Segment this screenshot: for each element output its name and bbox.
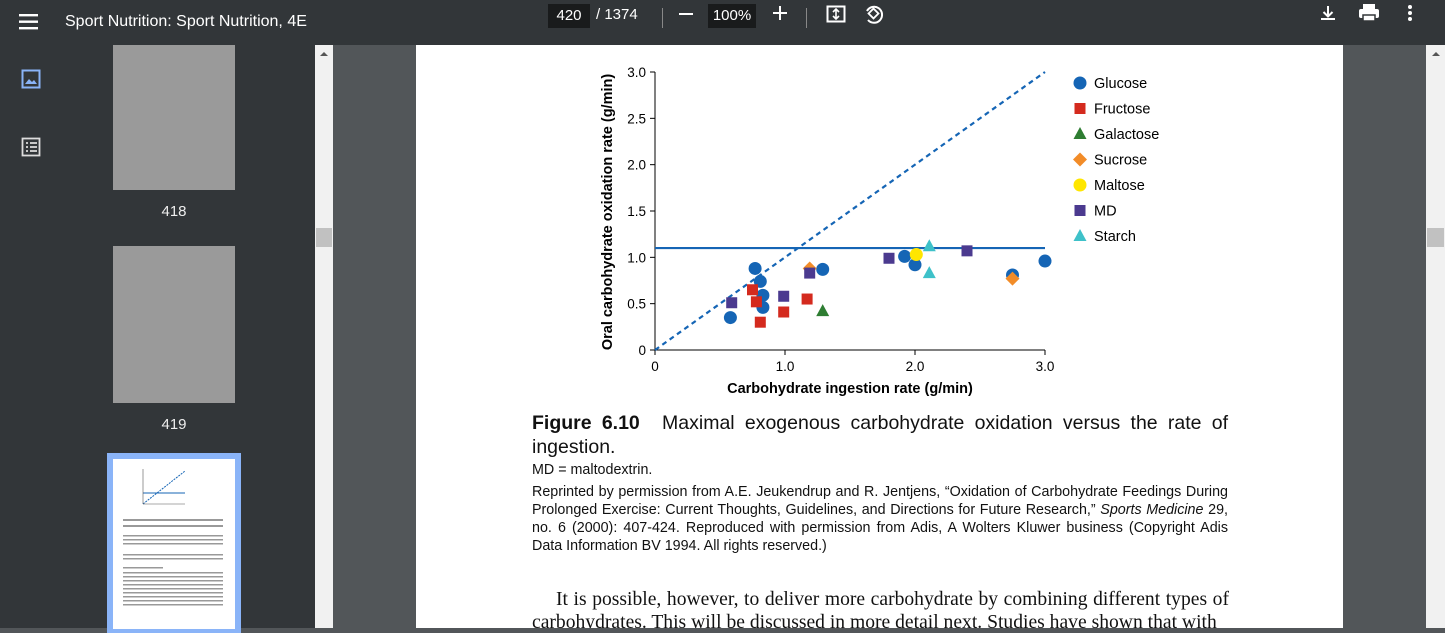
data-point	[747, 284, 758, 296]
thumbnail-preview	[123, 469, 223, 606]
figure-caption: Figure 6.10 Maximal exogenous carbohydra…	[532, 411, 1228, 459]
y-tick-label: 1.5	[627, 204, 646, 219]
legend-marker	[1074, 205, 1086, 216]
figure-title: Maximal exogenous carbohydrate oxidation…	[532, 412, 1228, 458]
y-tick-label: 2.5	[627, 111, 646, 126]
scroll-up[interactable]	[1431, 50, 1441, 58]
thumbnails-tab[interactable]	[21, 69, 41, 89]
data-point	[961, 245, 973, 257]
document-title: Sport Nutrition: Sport Nutrition, 4E	[65, 13, 307, 30]
page-thumbnail[interactable]	[113, 45, 235, 190]
scrollbar-thumb[interactable]	[316, 228, 332, 247]
legend-label: MD	[1094, 204, 1117, 220]
figure-label: Figure 6.10	[532, 412, 640, 434]
x-tick-label: 3.0	[1036, 359, 1055, 374]
legend-marker	[1073, 178, 1087, 192]
data-point	[754, 316, 766, 328]
data-point	[801, 293, 813, 305]
legend-marker	[1073, 127, 1087, 139]
fit-page[interactable]	[826, 4, 846, 24]
data-point	[804, 267, 816, 279]
page-input[interactable]: 420	[548, 4, 590, 28]
page-total: / 1374	[596, 6, 638, 23]
scrollbar-thumb[interactable]	[1427, 228, 1444, 247]
data-point	[909, 248, 923, 262]
data-point	[922, 239, 936, 252]
data-point	[908, 258, 922, 272]
data-point	[1038, 254, 1052, 268]
thumbnail-label: 418	[161, 203, 187, 220]
data-point	[778, 290, 790, 302]
legend-marker	[1073, 152, 1087, 167]
data-point	[816, 304, 830, 317]
page-thumbnail[interactable]	[113, 246, 235, 403]
body-text: It is possible, however, to deliver more…	[532, 589, 1229, 628]
data-point	[883, 252, 895, 264]
figure-note: MD = maltodextrin.	[532, 462, 653, 478]
rotate[interactable]	[862, 3, 884, 25]
data-point	[898, 249, 912, 263]
scroll-up[interactable]	[319, 50, 329, 58]
y-tick-label: 2.0	[627, 158, 646, 173]
scrollbar	[315, 45, 333, 628]
legend-label: Glucose	[1094, 76, 1147, 92]
x-tick-label: 1.0	[776, 359, 795, 374]
scrollbar	[1426, 45, 1445, 628]
thumbnail-label: 419	[161, 416, 187, 433]
credit-text: 29, no. 6 (2000): 407-424. Reproduced wi…	[532, 502, 1228, 554]
legend-label: Fructose	[1094, 102, 1150, 118]
y-axis-label: Oral carbohydrate oxidation rate (g/min)	[600, 74, 616, 351]
y-tick-label: 3.0	[627, 65, 646, 80]
legend-label: Starch	[1094, 229, 1136, 245]
legend-marker	[1073, 229, 1087, 241]
y-tick-label: 1.0	[627, 250, 646, 265]
legend-label: Galactose	[1094, 127, 1159, 143]
zoom-out[interactable]	[678, 6, 694, 22]
identity-line	[654, 71, 1046, 351]
more-options[interactable]	[1405, 4, 1415, 22]
legend-marker	[1073, 76, 1087, 90]
legend-label: Maltose	[1094, 178, 1145, 194]
data-point	[750, 296, 762, 308]
data-point	[816, 262, 830, 276]
x-tick-label: 2.0	[906, 359, 925, 374]
x-axis-label: Carbohydrate ingestion rate (g/min)	[727, 381, 973, 397]
data-point	[778, 306, 790, 318]
data-point	[922, 266, 936, 279]
zoom-input[interactable]: 100%	[708, 4, 756, 28]
data-point	[726, 297, 738, 309]
credit-text: Reprinted by permission from A.E. Jeuken…	[532, 484, 1228, 518]
outline-tab[interactable]	[21, 137, 41, 157]
chart: Carbohydrate ingestion rate (g/min) Oral…	[600, 65, 1159, 397]
y-tick-label: 0.5	[627, 297, 646, 312]
figure-credit: Reprinted by permission from A.E. Jeuken…	[532, 483, 1228, 555]
pdf-page	[416, 45, 1343, 628]
download[interactable]	[1319, 4, 1337, 22]
separator	[806, 8, 807, 28]
x-tick-label: 0	[651, 359, 659, 374]
print[interactable]	[1358, 3, 1380, 23]
toolbar: Sport Nutrition: Sport Nutrition, 4E 420…	[0, 0, 1445, 45]
legend-label: Sucrose	[1094, 153, 1147, 169]
selected-thumbnail[interactable]	[107, 453, 241, 633]
separator	[662, 8, 663, 28]
legend-marker	[1074, 103, 1086, 114]
data-point	[1005, 271, 1020, 286]
zoom-in[interactable]	[772, 5, 788, 21]
menu-button[interactable]	[18, 12, 40, 32]
journal-name: Sports Medicine	[1100, 502, 1204, 518]
sidebar: 418 419	[0, 45, 315, 633]
data-point	[748, 261, 762, 275]
data-point	[723, 311, 737, 325]
y-tick-label: 0	[638, 343, 646, 358]
